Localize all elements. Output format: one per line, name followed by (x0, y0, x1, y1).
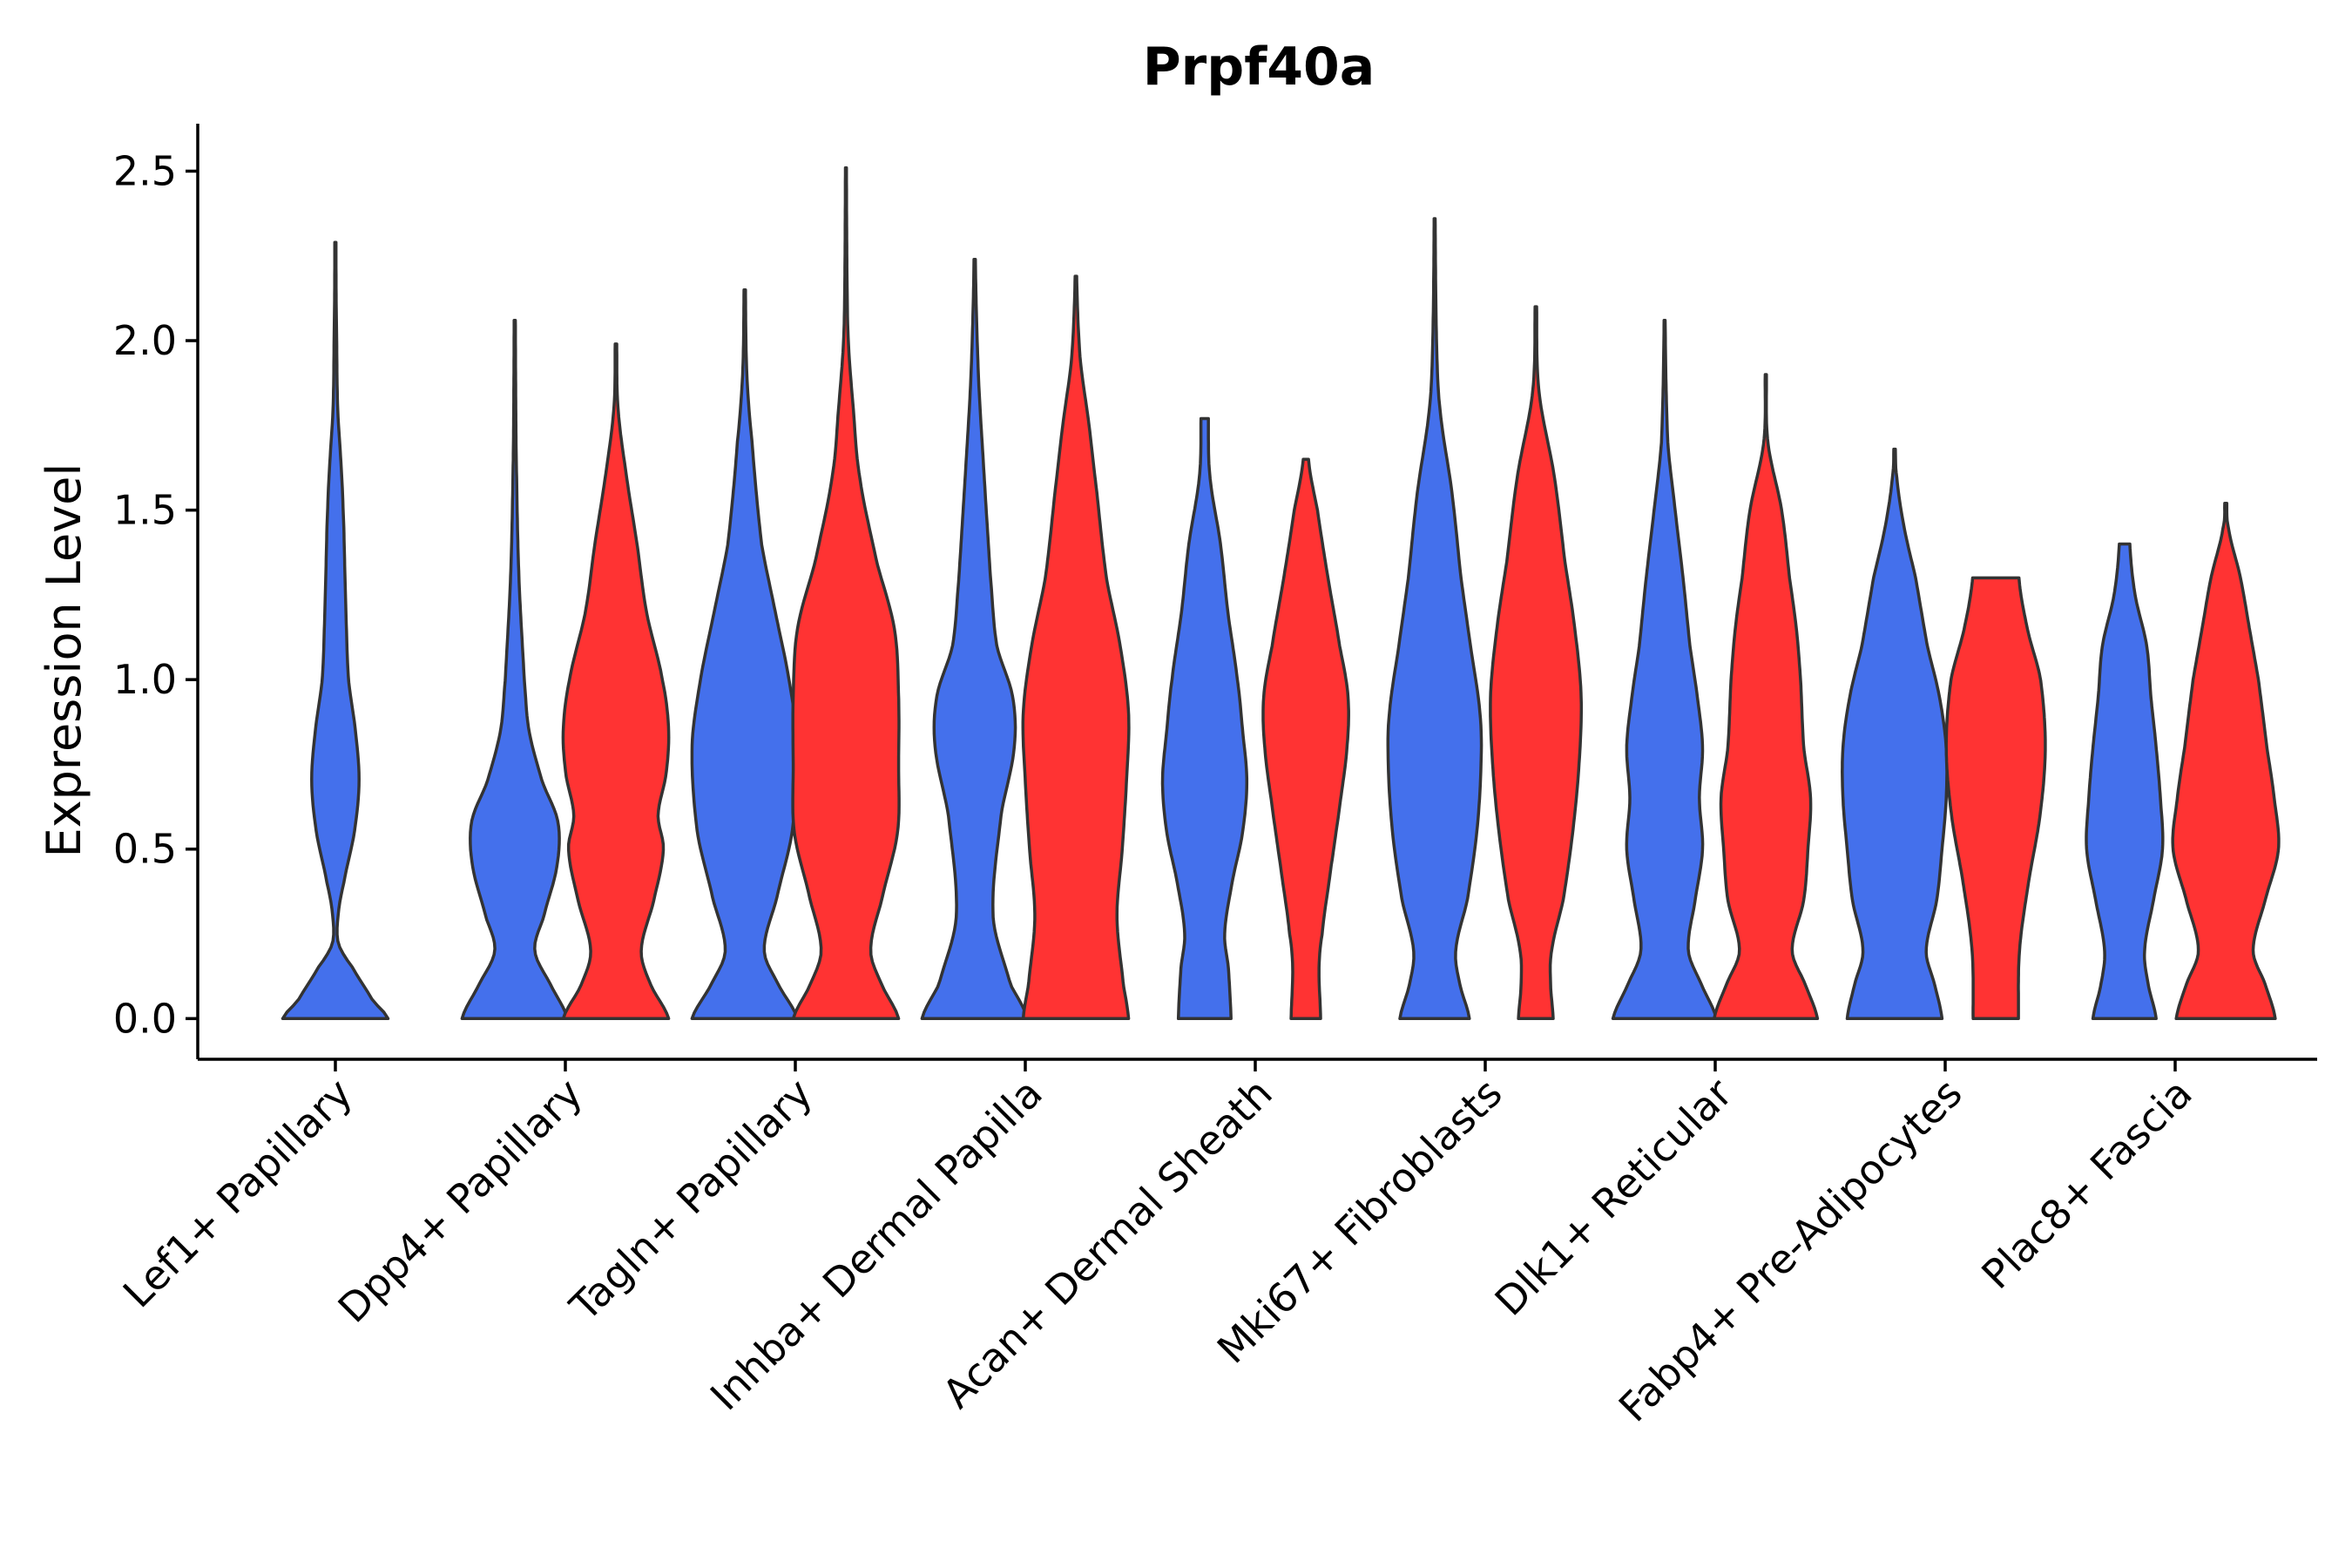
y-axis-label: Expression Level (37, 463, 91, 858)
violin-blue (1841, 447, 1949, 1021)
violin-layer (280, 166, 2281, 1021)
violin-red (1021, 274, 1131, 1021)
y-tick-label: 0.0 (113, 995, 177, 1042)
x-category-label: Dlk1+ Reticular (1486, 1070, 1741, 1325)
violin-red (791, 166, 901, 1021)
violin-red (2171, 502, 2281, 1021)
y-tick-label: 2.0 (113, 317, 177, 364)
x-category-label: Lef1+ Papillary (114, 1070, 362, 1317)
violin-red (1713, 373, 1820, 1021)
violin-red (1489, 305, 1584, 1021)
violin-blue (690, 287, 800, 1021)
y-tick-label: 1.5 (113, 487, 177, 534)
violin-blue (460, 318, 570, 1021)
x-category-label: Plac8+ Fascia (1972, 1070, 2200, 1298)
violin-blue (920, 257, 1030, 1021)
violin-blue (1160, 416, 1249, 1021)
violin-blue (2085, 542, 2165, 1021)
chart-title: Prpf40a (1143, 37, 1375, 98)
violin-blue (1611, 318, 1718, 1021)
violin-blue (1386, 217, 1484, 1021)
x-category-label: Tagln+ Papillary (560, 1070, 821, 1331)
x-category-label: Dpp4+ Papillary (329, 1070, 591, 1332)
violin-red (1944, 576, 2047, 1021)
violin-blue (280, 240, 390, 1021)
violin-red (561, 342, 671, 1021)
y-axis-ticks: 0.0 0.5 1.0 1.5 2.0 2.5 (113, 147, 198, 1042)
y-tick-label: 0.5 (113, 826, 177, 873)
y-tick-label: 2.5 (113, 147, 177, 194)
violin-red (1261, 457, 1350, 1021)
y-tick-label: 1.0 (113, 656, 177, 703)
